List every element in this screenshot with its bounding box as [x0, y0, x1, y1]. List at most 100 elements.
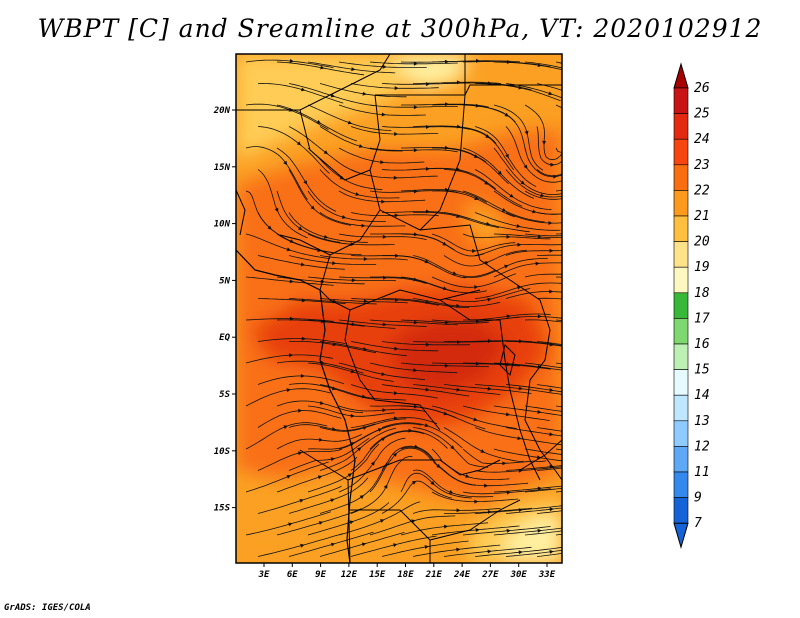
- streamline-arrow: [424, 259, 429, 264]
- streamline-arrow: [612, 430, 616, 434]
- colorbar-label: 7: [694, 516, 702, 531]
- streamline-arrow: [413, 61, 418, 66]
- streamline: [319, 126, 403, 152]
- streamline-arrow: [436, 463, 441, 469]
- streamline-arrow: [393, 391, 398, 396]
- streamline-arrow: [425, 125, 430, 129]
- streamline-arrow: [283, 425, 288, 430]
- streamline-arrow: [456, 214, 461, 218]
- streamline: [568, 385, 656, 392]
- streamline-arrow: [351, 322, 356, 327]
- streamline-arrow: [612, 252, 616, 256]
- streamline-arrow: [286, 475, 291, 479]
- streamline-arrow: [310, 205, 315, 210]
- streamline-arrow: [487, 510, 492, 514]
- colorbar-label: 23: [694, 158, 710, 173]
- streamline-arrow: [506, 528, 511, 533]
- streamline: [524, 362, 562, 369]
- streamline: [555, 233, 562, 235]
- colorbar-label: 20: [694, 235, 710, 250]
- colorbar-swatch: [673, 343, 689, 370]
- streamline-arrow: [332, 261, 337, 266]
- streamline-arrow: [452, 271, 457, 276]
- streamline: [257, 410, 342, 428]
- streamline-arrow: [569, 321, 573, 325]
- streamline: [307, 61, 396, 74]
- streamline-arrow: [425, 209, 430, 214]
- lon-tick-label: 18E: [397, 570, 414, 580]
- streamline: [555, 405, 562, 408]
- streamline: [568, 133, 640, 169]
- country-borders: [236, 54, 562, 563]
- streamline-arrow: [319, 401, 325, 405]
- streamlines: [245, 58, 656, 557]
- streamline-arrow: [487, 339, 492, 343]
- streamline-arrow: [540, 193, 545, 198]
- streamline: [568, 299, 656, 308]
- streamline: [536, 427, 562, 432]
- streamline-arrow: [370, 461, 375, 466]
- streamline: [568, 342, 656, 351]
- colorbar-swatch: [673, 394, 689, 422]
- streamline-arrow: [298, 226, 303, 231]
- streamline-arrow: [414, 444, 419, 449]
- streamline-arrow: [332, 342, 337, 347]
- colorbar-label: 16: [694, 337, 710, 352]
- streamline-arrow: [518, 468, 523, 473]
- colorbar-swatch: [673, 164, 689, 191]
- streamline-arrow: [444, 363, 449, 368]
- colorbar-label: 9: [694, 491, 702, 506]
- streamline: [412, 427, 489, 468]
- streamline-arrow: [300, 373, 305, 378]
- streamline: [338, 104, 426, 116]
- streamline-arrow: [611, 345, 615, 349]
- streamline-arrow: [518, 339, 523, 344]
- streamline-arrow: [425, 300, 430, 304]
- streamline-arrow: [296, 141, 302, 146]
- streamline-arrow: [318, 521, 324, 525]
- streamline-arrow: [475, 103, 480, 108]
- lon-tick-label: 21E: [425, 570, 443, 580]
- streamline-arrow: [537, 234, 542, 239]
- streamline: [524, 319, 562, 323]
- streamline-arrow: [518, 386, 523, 391]
- streamline: [288, 341, 377, 354]
- streamline-arrow: [351, 67, 356, 72]
- streamline: [412, 544, 501, 557]
- streamline-arrow: [509, 193, 514, 198]
- streamline: [555, 362, 562, 365]
- lat-tick-label: 15S: [214, 504, 231, 514]
- streamline-arrow: [393, 175, 398, 180]
- streamline: [555, 319, 562, 322]
- streamline-arrow: [289, 316, 294, 321]
- streamline: [493, 316, 562, 321]
- streamline-arrow: [267, 225, 272, 230]
- streamline-arrow: [549, 507, 554, 512]
- streamline: [381, 445, 449, 475]
- streamline-arrow: [537, 486, 542, 491]
- lat-tick-label: 15N: [214, 163, 231, 173]
- streamline-arrow: [286, 388, 291, 393]
- streamline-arrow: [536, 455, 542, 460]
- streamline-arrow: [520, 180, 525, 185]
- streamline-arrow: [332, 299, 337, 304]
- streamline: [568, 459, 655, 470]
- streamline-arrow: [331, 386, 337, 391]
- streamline: [431, 273, 517, 288]
- streamline-arrow: [550, 162, 555, 167]
- streamline-arrow: [600, 277, 604, 281]
- colorbar-swatch: [673, 113, 689, 140]
- colorbar-swatch: [673, 292, 689, 319]
- streamline-arrow: [586, 126, 590, 130]
- streamline-arrow: [444, 187, 449, 192]
- streamline: [555, 490, 562, 493]
- streamline-arrow: [581, 253, 585, 257]
- streamline-arrow: [532, 209, 537, 214]
- streamline-arrow: [487, 297, 492, 302]
- streamline-arrow: [450, 445, 455, 450]
- streamline: [555, 61, 562, 64]
- streamline-arrow: [592, 166, 596, 170]
- streamline-arrow: [580, 506, 584, 510]
- streamline-arrow: [524, 130, 529, 136]
- streamline-arrow: [413, 148, 418, 153]
